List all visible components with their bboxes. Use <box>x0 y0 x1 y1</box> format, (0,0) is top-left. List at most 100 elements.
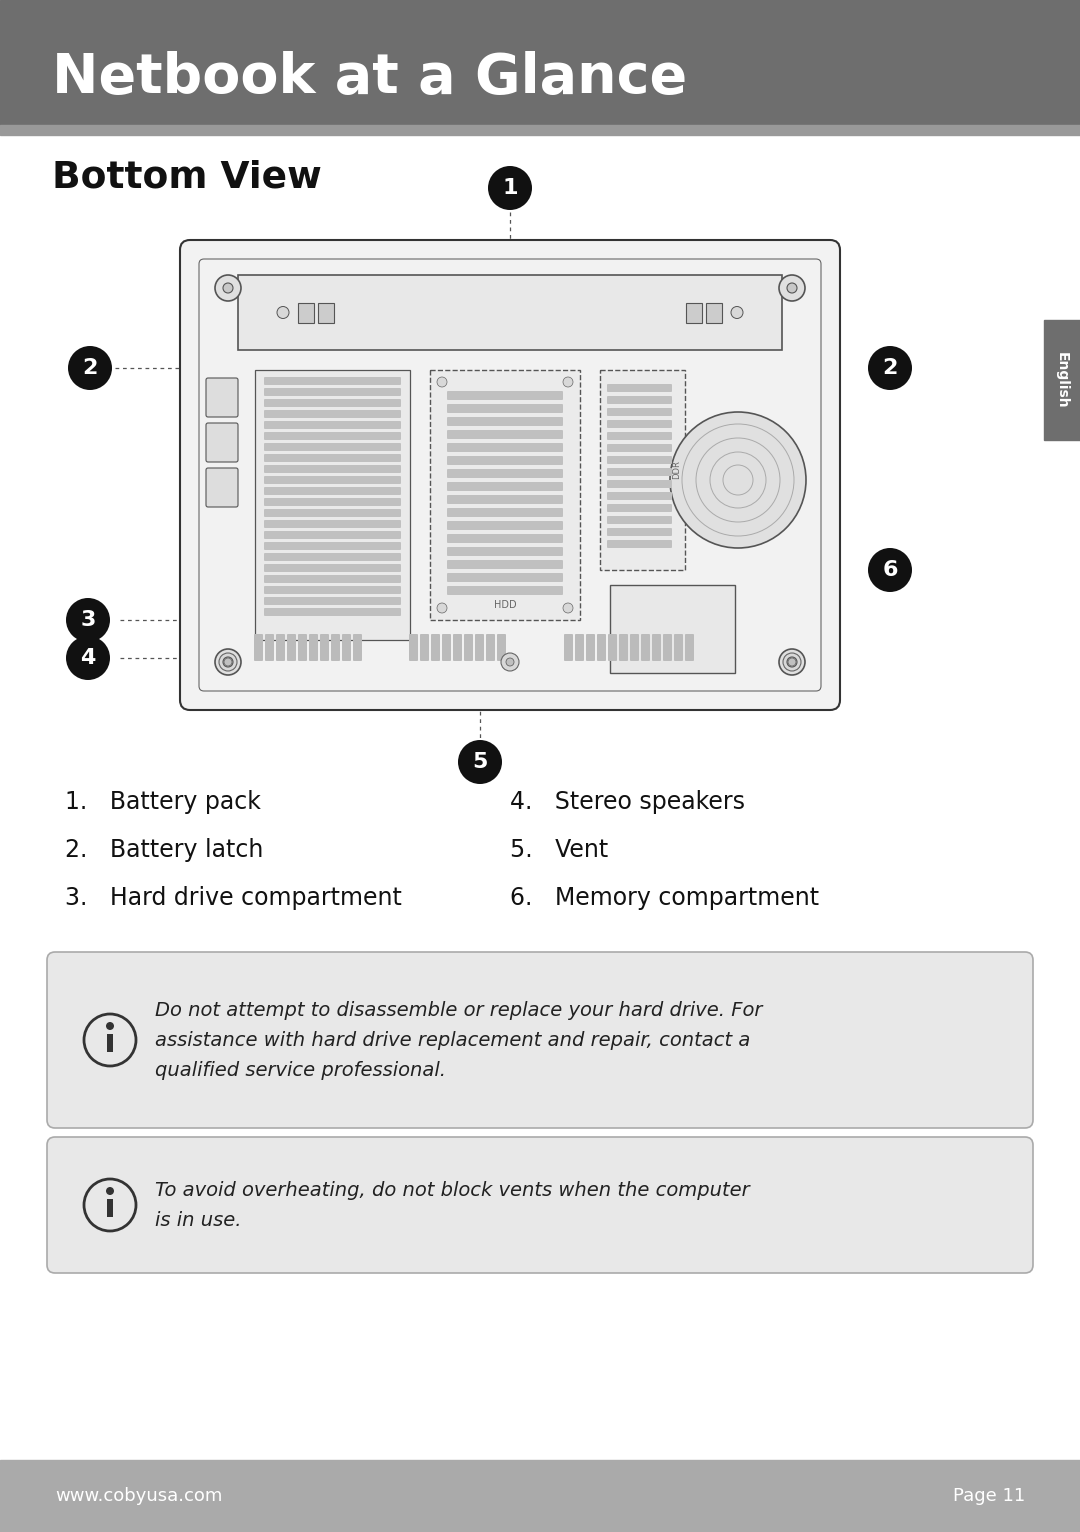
FancyBboxPatch shape <box>447 573 563 582</box>
Circle shape <box>215 650 241 676</box>
Circle shape <box>779 276 805 300</box>
Bar <box>0 1460 1080 1532</box>
FancyBboxPatch shape <box>206 467 238 507</box>
FancyBboxPatch shape <box>447 521 563 530</box>
FancyBboxPatch shape <box>475 634 484 660</box>
Circle shape <box>458 740 502 784</box>
Text: English: English <box>1055 352 1069 409</box>
FancyBboxPatch shape <box>447 495 563 504</box>
Bar <box>318 302 334 323</box>
Bar <box>107 1034 113 1052</box>
FancyBboxPatch shape <box>642 634 650 660</box>
Text: 3: 3 <box>80 610 96 630</box>
Bar <box>610 585 735 673</box>
FancyBboxPatch shape <box>497 634 507 660</box>
FancyBboxPatch shape <box>607 385 672 392</box>
FancyBboxPatch shape <box>264 411 401 418</box>
Text: 5.   Vent: 5. Vent <box>510 838 608 863</box>
Bar <box>298 302 314 323</box>
Circle shape <box>106 1022 114 1030</box>
FancyBboxPatch shape <box>607 457 672 464</box>
FancyBboxPatch shape <box>447 443 563 452</box>
Text: 4.   Stereo speakers: 4. Stereo speakers <box>510 791 745 813</box>
Bar <box>430 371 580 620</box>
Bar <box>600 371 685 570</box>
Circle shape <box>224 659 232 666</box>
FancyBboxPatch shape <box>607 480 672 489</box>
FancyBboxPatch shape <box>206 423 238 463</box>
FancyBboxPatch shape <box>607 420 672 427</box>
FancyBboxPatch shape <box>264 608 401 616</box>
Text: 6: 6 <box>882 561 897 581</box>
FancyBboxPatch shape <box>607 539 672 548</box>
FancyBboxPatch shape <box>353 634 362 660</box>
FancyBboxPatch shape <box>420 634 429 660</box>
FancyBboxPatch shape <box>264 542 401 550</box>
FancyBboxPatch shape <box>264 453 401 463</box>
FancyBboxPatch shape <box>447 483 563 490</box>
FancyBboxPatch shape <box>180 241 840 709</box>
Text: Do not attempt to disassemble or replace your hard drive. For: Do not attempt to disassemble or replace… <box>156 1000 762 1019</box>
Bar <box>686 302 702 323</box>
FancyBboxPatch shape <box>264 466 401 473</box>
Circle shape <box>507 659 514 666</box>
Text: Page 11: Page 11 <box>953 1488 1025 1504</box>
FancyBboxPatch shape <box>447 535 563 542</box>
Text: Netbook at a Glance: Netbook at a Glance <box>52 51 687 106</box>
Text: www.cobyusa.com: www.cobyusa.com <box>55 1488 222 1504</box>
FancyBboxPatch shape <box>264 509 401 516</box>
Text: To avoid overheating, do not block vents when the computer: To avoid overheating, do not block vents… <box>156 1181 750 1200</box>
FancyBboxPatch shape <box>607 492 672 499</box>
Circle shape <box>788 659 796 666</box>
FancyBboxPatch shape <box>607 504 672 512</box>
FancyBboxPatch shape <box>586 634 595 660</box>
FancyBboxPatch shape <box>607 516 672 524</box>
FancyBboxPatch shape <box>447 430 563 440</box>
FancyBboxPatch shape <box>330 634 340 660</box>
Circle shape <box>66 597 110 642</box>
FancyBboxPatch shape <box>608 634 617 660</box>
FancyBboxPatch shape <box>464 634 473 660</box>
Circle shape <box>787 283 797 293</box>
Text: 4: 4 <box>80 648 96 668</box>
Bar <box>0 126 1080 135</box>
FancyBboxPatch shape <box>264 476 401 484</box>
Circle shape <box>437 604 447 613</box>
FancyBboxPatch shape <box>287 634 296 660</box>
FancyBboxPatch shape <box>298 634 307 660</box>
FancyBboxPatch shape <box>264 487 401 495</box>
Circle shape <box>84 1014 136 1066</box>
FancyBboxPatch shape <box>447 561 563 568</box>
FancyBboxPatch shape <box>447 587 563 594</box>
FancyBboxPatch shape <box>264 564 401 571</box>
Circle shape <box>488 165 532 210</box>
FancyBboxPatch shape <box>342 634 351 660</box>
FancyBboxPatch shape <box>685 634 694 660</box>
FancyBboxPatch shape <box>619 634 627 660</box>
FancyBboxPatch shape <box>607 444 672 452</box>
Bar <box>0 0 1080 126</box>
FancyBboxPatch shape <box>264 432 401 440</box>
FancyBboxPatch shape <box>564 634 573 660</box>
FancyBboxPatch shape <box>447 547 563 556</box>
FancyBboxPatch shape <box>264 443 401 450</box>
FancyBboxPatch shape <box>453 634 462 660</box>
FancyBboxPatch shape <box>264 587 401 594</box>
Bar <box>706 302 723 323</box>
Circle shape <box>66 636 110 680</box>
Text: 1.   Battery pack: 1. Battery pack <box>65 791 261 813</box>
Circle shape <box>84 1180 136 1232</box>
FancyBboxPatch shape <box>409 634 418 660</box>
FancyBboxPatch shape <box>607 529 672 536</box>
Text: 2: 2 <box>82 358 97 378</box>
Text: assistance with hard drive replacement and repair, contact a: assistance with hard drive replacement a… <box>156 1031 751 1049</box>
Text: 5: 5 <box>472 752 488 772</box>
FancyBboxPatch shape <box>264 553 401 561</box>
Circle shape <box>563 604 573 613</box>
Bar <box>255 371 410 640</box>
FancyBboxPatch shape <box>652 634 661 660</box>
Circle shape <box>215 276 241 300</box>
Circle shape <box>501 653 519 671</box>
FancyBboxPatch shape <box>264 377 401 385</box>
FancyBboxPatch shape <box>442 634 451 660</box>
